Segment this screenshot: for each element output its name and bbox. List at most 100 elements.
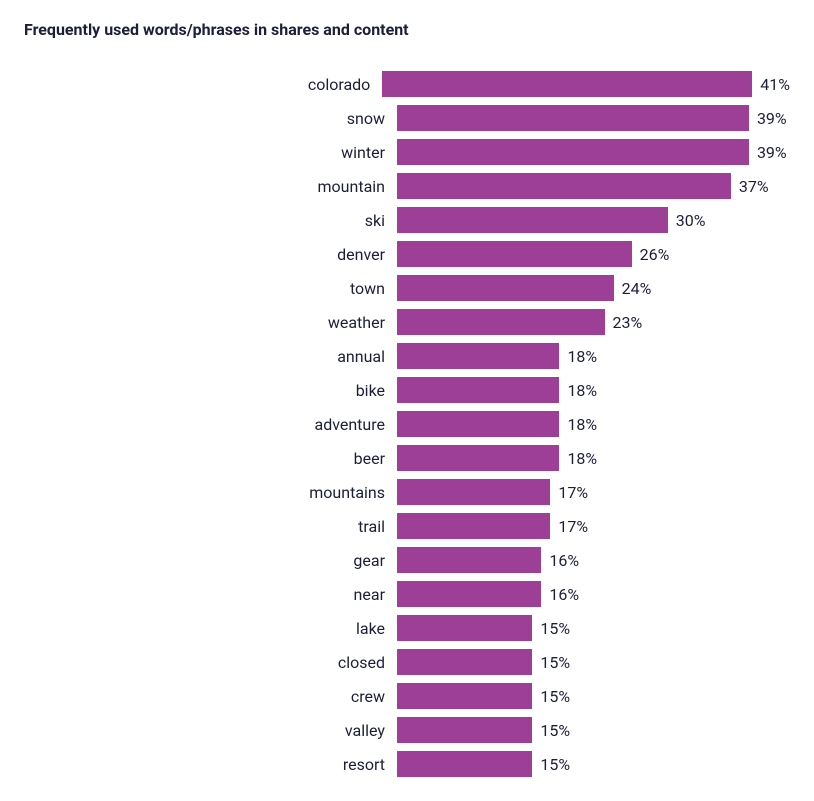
- bar-row: annual 18%: [24, 339, 790, 373]
- bar-wrap: 41%: [382, 71, 790, 97]
- bar-value: 15%: [540, 721, 570, 740]
- bar-row: denver26%: [24, 237, 790, 271]
- bar-row: trail 17%: [24, 509, 790, 543]
- bar-label: near: [24, 585, 397, 604]
- bar: [397, 275, 614, 301]
- bar-row: adventure 18%: [24, 407, 790, 441]
- bar-label: snow: [24, 109, 397, 128]
- bar-row: gear 16%: [24, 543, 790, 577]
- bar-label: denver: [24, 245, 397, 264]
- bar-value: 24%: [622, 279, 652, 298]
- bar-value: 30%: [676, 211, 706, 230]
- bar-chart: colorado41%snow39%winter39%mountain37%sk…: [24, 67, 790, 781]
- bar-value: 18%: [567, 381, 597, 400]
- chart-title: Frequently used words/phrases in shares …: [24, 20, 790, 39]
- bar-value: 16%: [549, 551, 579, 570]
- bar: [397, 649, 532, 675]
- bar: [397, 547, 541, 573]
- bar-value: 18%: [567, 449, 597, 468]
- bar: [397, 445, 559, 471]
- bar-wrap: 18%: [397, 445, 790, 471]
- bar-label: colorado: [24, 75, 382, 94]
- bar-label: weather: [24, 313, 397, 332]
- bar: [397, 513, 550, 539]
- bar-wrap: 24%: [397, 275, 790, 301]
- bar-value: 39%: [757, 109, 787, 128]
- bar-wrap: 37%: [397, 173, 790, 199]
- bar-value: 18%: [567, 347, 597, 366]
- bar-value: 15%: [540, 755, 570, 774]
- bar-label: town: [24, 279, 397, 298]
- bar-wrap: 15%: [397, 751, 790, 777]
- bar-wrap: 18%: [397, 377, 790, 403]
- bar-row: colorado 41%: [24, 67, 790, 101]
- bar-row: mountain 37%: [24, 169, 790, 203]
- bar: [397, 377, 559, 403]
- bar-wrap: 16%: [397, 581, 790, 607]
- bar-value: 41%: [760, 75, 790, 94]
- bar-value: 17%: [558, 517, 588, 536]
- bar-row: resort 15%: [24, 747, 790, 781]
- bar-wrap: 30%: [397, 207, 790, 233]
- bar-row: valley15%: [24, 713, 790, 747]
- chart-container: Frequently used words/phrases in shares …: [0, 0, 814, 801]
- bar-row: bike 18%: [24, 373, 790, 407]
- bar-value: 16%: [549, 585, 579, 604]
- bar: [397, 173, 731, 199]
- bar-value: 15%: [540, 687, 570, 706]
- bar: [397, 751, 532, 777]
- bar-label: closed: [24, 653, 397, 672]
- bar-label: winter: [24, 143, 397, 162]
- bar-row: mountains 17%: [24, 475, 790, 509]
- bar-label: mountain: [24, 177, 397, 196]
- bar-wrap: 39%: [397, 139, 790, 165]
- bar-row: ski30%: [24, 203, 790, 237]
- bar: [397, 309, 605, 335]
- bar-label: adventure: [24, 415, 397, 434]
- bar-label: crew: [24, 687, 397, 706]
- bar: [397, 717, 532, 743]
- bar: [382, 71, 752, 97]
- bar: [397, 139, 749, 165]
- bar: [397, 343, 559, 369]
- bar: [397, 411, 559, 437]
- bar-wrap: 18%: [397, 343, 790, 369]
- bar-wrap: 39%: [397, 105, 790, 131]
- bar-label: annual: [24, 347, 397, 366]
- bar-wrap: 23%: [397, 309, 790, 335]
- bar: [397, 683, 532, 709]
- bar-value: 23%: [613, 313, 643, 332]
- bar-wrap: 15%: [397, 717, 790, 743]
- bar-row: snow 39%: [24, 101, 790, 135]
- bar-label: trail: [24, 517, 397, 536]
- bar-row: closed 15%: [24, 645, 790, 679]
- bar-row: town 24%: [24, 271, 790, 305]
- bar-value: 18%: [567, 415, 597, 434]
- bar-value: 17%: [558, 483, 588, 502]
- bar-row: beer18%: [24, 441, 790, 475]
- bar-wrap: 15%: [397, 683, 790, 709]
- bar-row: winter39%: [24, 135, 790, 169]
- bar-value: 15%: [540, 653, 570, 672]
- bar-label: bike: [24, 381, 397, 400]
- bar: [397, 207, 668, 233]
- bar: [397, 241, 632, 267]
- bar-wrap: 17%: [397, 479, 790, 505]
- bar: [397, 479, 550, 505]
- bar-label: gear: [24, 551, 397, 570]
- bar-wrap: 15%: [397, 615, 790, 641]
- bar-label: resort: [24, 755, 397, 774]
- bar: [397, 615, 532, 641]
- bar-value: 15%: [540, 619, 570, 638]
- bar-wrap: 16%: [397, 547, 790, 573]
- bar-label: mountains: [24, 483, 397, 502]
- bar-wrap: 17%: [397, 513, 790, 539]
- bar-row: weather 23%: [24, 305, 790, 339]
- bar: [397, 581, 541, 607]
- bar-wrap: 18%: [397, 411, 790, 437]
- bar-row: near 16%: [24, 577, 790, 611]
- bar-label: lake: [24, 619, 397, 638]
- bar-value: 37%: [739, 177, 769, 196]
- bar-row: lake 15%: [24, 611, 790, 645]
- bar-wrap: 26%: [397, 241, 790, 267]
